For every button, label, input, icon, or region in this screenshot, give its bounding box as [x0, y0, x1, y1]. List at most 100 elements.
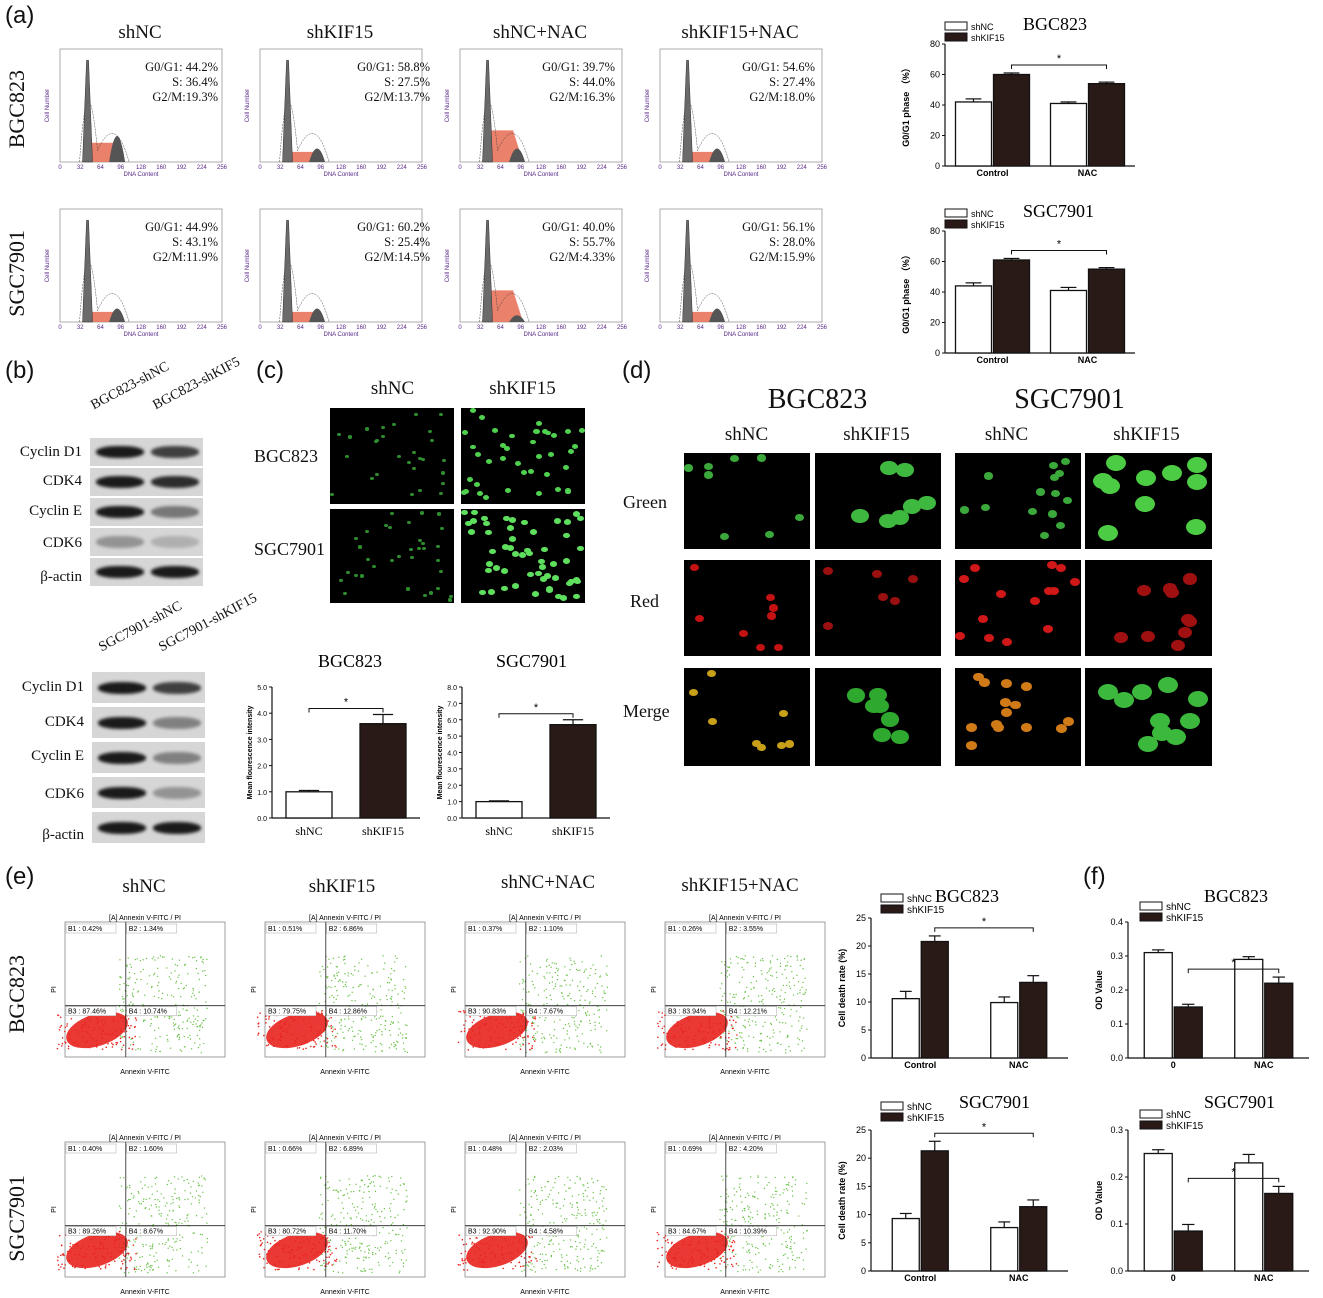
green-event	[360, 1019, 363, 1021]
green-event	[546, 1002, 548, 1005]
green-event	[578, 1261, 580, 1263]
green-event	[522, 1039, 525, 1041]
green-event	[522, 980, 525, 982]
cell-cycle-stat: G0/G1: 44.2%	[145, 60, 218, 74]
green-event	[178, 1038, 181, 1041]
green-event	[369, 1268, 371, 1270]
green-event	[737, 962, 739, 964]
red-event	[510, 1261, 512, 1264]
wb-protein-label: β-actin	[42, 827, 84, 843]
green-event	[326, 987, 328, 989]
green-event	[192, 1272, 195, 1274]
hist-xtick: 192	[776, 165, 787, 171]
green-event	[600, 955, 602, 957]
quadrant-label-box	[465, 923, 517, 934]
green-event	[394, 955, 397, 957]
cell-dot	[850, 508, 869, 524]
green-event	[129, 1198, 131, 1201]
red-event	[520, 1025, 523, 1027]
green-event	[769, 968, 771, 970]
red-event	[278, 1038, 280, 1041]
quadrant-label-b1: B1 : 0.51%	[268, 926, 302, 933]
green-event	[566, 1260, 569, 1262]
green-event	[150, 1018, 152, 1021]
green-event	[760, 1032, 763, 1035]
green-event	[762, 999, 764, 1001]
red-event	[719, 1263, 721, 1265]
green-event	[524, 1211, 526, 1213]
green-event	[122, 998, 124, 1000]
green-event	[774, 1190, 777, 1192]
green-event	[395, 1252, 397, 1255]
green-event	[136, 1252, 139, 1254]
green-event	[765, 1176, 767, 1179]
red-event	[110, 1252, 113, 1254]
hist-xtick: 224	[797, 325, 808, 331]
red-event	[498, 1260, 500, 1263]
green-event	[744, 955, 746, 957]
red-event	[321, 1010, 323, 1012]
green-event	[583, 971, 585, 973]
red-event	[719, 1022, 722, 1024]
red-event	[708, 1016, 711, 1019]
green-event	[154, 1037, 157, 1039]
quadrant-label-b4: B4 : 8.67%	[129, 1229, 163, 1236]
cell-dot	[1029, 596, 1040, 605]
red-event	[471, 1243, 473, 1245]
green-event	[761, 1236, 763, 1238]
green-event	[323, 968, 325, 971]
red-event	[330, 1027, 333, 1029]
green-event	[332, 1263, 335, 1265]
green-event	[747, 1020, 750, 1023]
red-event	[303, 1043, 305, 1045]
green-event	[403, 1208, 405, 1211]
green-event	[397, 1193, 400, 1195]
red-event	[83, 1256, 85, 1258]
green-event	[132, 1197, 135, 1199]
red-event	[462, 1243, 465, 1246]
green-event	[553, 962, 556, 964]
red-event	[730, 1024, 733, 1026]
cell-dot	[409, 547, 414, 551]
quadrant-label-b2: B2 : 6.89%	[329, 1146, 363, 1153]
red-event	[481, 1260, 483, 1262]
green-event	[784, 1176, 786, 1179]
green-event	[375, 1046, 377, 1048]
red-event	[327, 1262, 330, 1265]
red-event	[262, 1034, 265, 1037]
red-event	[708, 1021, 711, 1024]
d-row-green: Green	[623, 492, 667, 512]
green-event	[197, 1185, 200, 1187]
legend-swatch	[944, 32, 968, 42]
red-event	[712, 1037, 715, 1040]
green-event	[389, 997, 392, 1000]
green-event	[788, 1229, 791, 1231]
green-event	[786, 1200, 789, 1203]
cell-dot	[730, 454, 740, 463]
green-event	[329, 962, 332, 965]
green-event	[786, 961, 789, 963]
red-event	[726, 1258, 728, 1260]
cell-dot	[873, 728, 892, 743]
green-event	[731, 1208, 734, 1211]
y-tick-label: 1.0	[257, 790, 267, 797]
green-event	[154, 1016, 156, 1018]
cell-dot	[469, 408, 476, 413]
green-event	[329, 1239, 332, 1241]
red-event	[703, 1036, 706, 1038]
red-event	[461, 1238, 464, 1241]
green-event	[172, 1201, 174, 1204]
category-label: Control	[977, 168, 1009, 178]
green-event	[569, 1246, 572, 1248]
green-event	[189, 1038, 192, 1040]
green-event	[588, 1002, 591, 1005]
red-event	[128, 1036, 131, 1039]
green-event	[179, 1218, 181, 1221]
green-event	[787, 1257, 789, 1259]
green-event	[566, 1003, 569, 1006]
green-event	[536, 972, 538, 975]
cell-dot	[794, 513, 804, 522]
red-event	[102, 1256, 105, 1258]
red-event	[468, 1028, 470, 1030]
